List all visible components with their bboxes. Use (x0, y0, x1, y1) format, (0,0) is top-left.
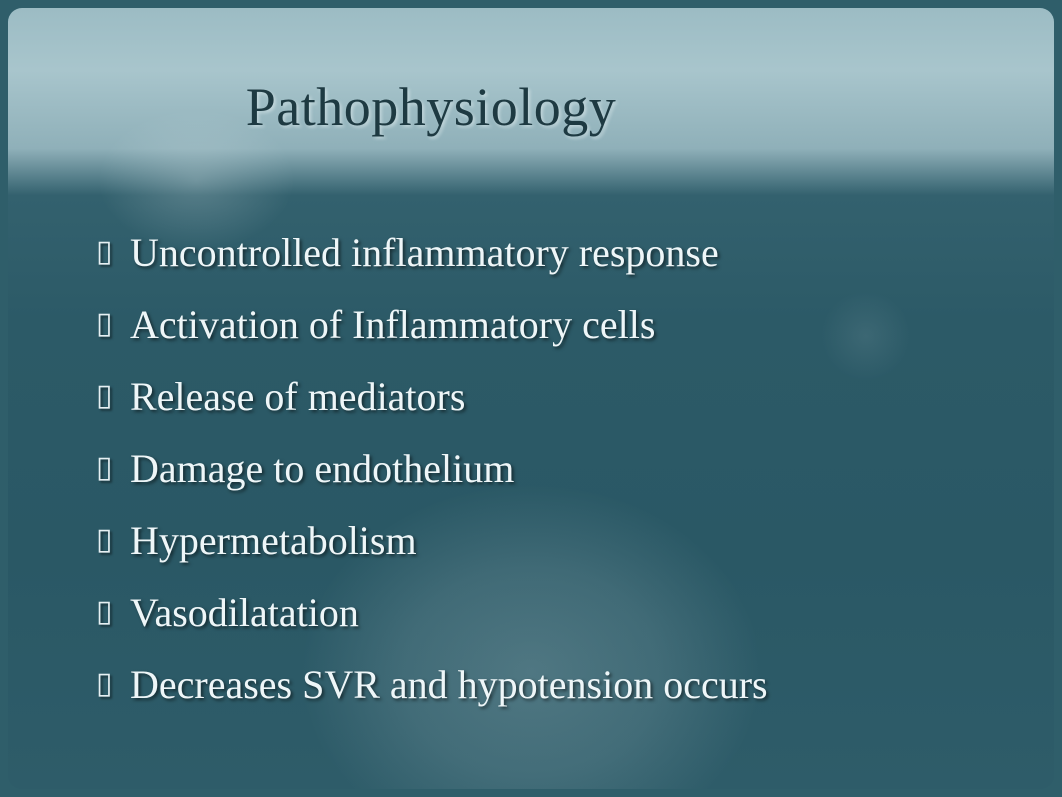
bullet-marker-icon: ▯ (96, 444, 130, 490)
bullet-text: Uncontrolled inflammatory response (130, 228, 934, 278)
bullet-text: Hypermetabolism (130, 516, 934, 566)
list-item: ▯Activation of Inflammatory cells (96, 300, 934, 350)
bullet-marker-icon: ▯ (96, 660, 130, 706)
bullet-marker-icon: ▯ (96, 588, 130, 634)
bullet-text: Activation of Inflammatory cells (130, 300, 934, 350)
list-item: ▯Hypermetabolism (96, 516, 934, 566)
bullet-text: Damage to endothelium (130, 444, 934, 494)
bullet-marker-icon: ▯ (96, 300, 130, 346)
bullet-text: Decreases SVR and hypotension occurs (130, 660, 934, 710)
slide-title: Pathophysiology (8, 76, 1054, 138)
bullet-marker-icon: ▯ (96, 228, 130, 274)
list-item: ▯Uncontrolled inflammatory response (96, 228, 934, 278)
bullet-text: Release of mediators (130, 372, 934, 422)
bullet-text: Vasodilatation (130, 588, 934, 638)
bullet-list: ▯Uncontrolled inflammatory response▯Acti… (96, 228, 934, 732)
list-item: ▯Release of mediators (96, 372, 934, 422)
bullet-marker-icon: ▯ (96, 516, 130, 562)
slide: Pathophysiology ▯Uncontrolled inflammato… (8, 8, 1054, 789)
list-item: ▯Vasodilatation (96, 588, 934, 638)
list-item: ▯Decreases SVR and hypotension occurs (96, 660, 934, 710)
list-item: ▯Damage to endothelium (96, 444, 934, 494)
bullet-marker-icon: ▯ (96, 372, 130, 418)
